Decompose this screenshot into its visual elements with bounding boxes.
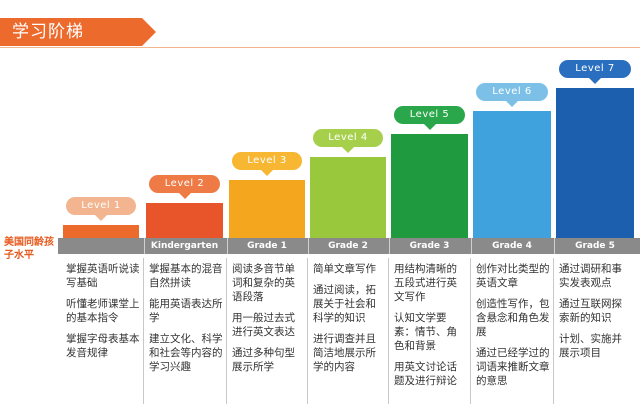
level-2-description: 掌握基本的混音自然拼读 能用英语表达所学建立文化、科学和社会等内容的学习兴趣 — [149, 262, 223, 381]
grade-label-7: Grade 5 — [575, 241, 615, 251]
level-5-item: 用英文讨论话题及进行辩论 — [394, 361, 457, 387]
column-divider — [553, 258, 554, 404]
level-7-label: Level 7 — [575, 63, 615, 74]
level-2-item: 建立文化、科学和社会等内容的学习兴趣 — [149, 333, 223, 373]
level-1-item: 听懂老师课堂上的基本指令 — [66, 298, 140, 324]
grade-label-4: Grade 2 — [328, 241, 368, 251]
badge-pointer — [95, 215, 107, 221]
column-divider — [226, 258, 227, 404]
level-7-badge: Level 7 — [559, 60, 631, 84]
column-divider — [470, 258, 471, 404]
level-4-bar — [310, 157, 386, 238]
level-4-label: Level 4 — [328, 132, 368, 143]
level-3-bar — [229, 180, 305, 238]
level-6-label: Level 6 — [492, 86, 532, 97]
level-1-label: Level 1 — [81, 200, 121, 211]
level-4-item: 通过阅读，拓展关于社会和科学的知识 — [313, 284, 376, 324]
level-1-item: 掌握字母表基本发音规律 — [66, 333, 140, 359]
level-1-item: 掌握英语听说读写基础 — [66, 263, 140, 289]
level-3-description: 阅读多音节单词和复杂的英语段落用一般过去式进行英文表达 通过多种句型展示所学 — [232, 262, 304, 381]
level-3-label: Level 3 — [247, 155, 287, 166]
level-7-item: 通过调研和事实发表观点 — [559, 263, 622, 289]
level-2-badge: Level 2 — [149, 175, 220, 199]
level-5-item: 认知文学要素：情节、角色和背景 — [394, 312, 457, 352]
level-1-description: 掌握英语听说读写基础 听懂老师课堂上的基本指令 掌握字母表基本发音规律 — [66, 262, 140, 367]
level-2-item: 掌握基本的混音自然拼读 — [149, 263, 223, 289]
level-7-bar — [556, 88, 634, 238]
level-2-item: 能用英语表达所学 — [149, 298, 223, 324]
level-6-item: 通过已经学过的词语来推断文章的意思 — [476, 347, 550, 387]
column-divider — [143, 258, 144, 404]
level-4-item: 进行调查并且简洁地展示所学的内容 — [313, 333, 376, 373]
title-underline — [0, 47, 640, 48]
grade-label-3: Grade 1 — [247, 241, 287, 251]
badge-pointer — [178, 193, 191, 199]
level-6-bar — [473, 111, 551, 238]
level-5-item: 用结构清晰的五段式进行英文写作 — [394, 263, 457, 303]
level-3-item: 用一般过去式进行英文表达 — [232, 312, 295, 338]
level-2-label: Level 2 — [164, 178, 205, 189]
badge-pointer — [423, 124, 436, 130]
level-7-item: 计划、实施并展示项目 — [559, 333, 622, 359]
level-7-item: 通过互联网探索新的知识 — [559, 298, 622, 324]
grade-strip — [58, 238, 640, 254]
level-6-badge: Level 6 — [476, 83, 548, 107]
section-title-banner: 学习阶梯 — [0, 18, 156, 46]
badge-pointer — [261, 170, 273, 176]
level-3-badge: Level 3 — [232, 152, 302, 176]
level-6-item: 创造性写作，包含悬念和角色发展 — [476, 298, 550, 338]
grade-label-2: Kindergarten — [150, 241, 219, 251]
grade-separator — [308, 238, 309, 254]
level-5-badge: Level 5 — [394, 106, 465, 130]
level-3-item: 阅读多音节单词和复杂的英语段落 — [232, 263, 295, 303]
level-5-label: Level 5 — [409, 109, 450, 120]
level-4-item: 简单文章写作 — [313, 263, 376, 275]
column-divider — [388, 258, 389, 404]
grade-label-6: Grade 4 — [492, 241, 532, 251]
grade-separator — [227, 238, 228, 254]
level-5-description: 用结构清晰的五段式进行英文写作 认知文学要素：情节、角色和背景用英文讨论话题及进行… — [394, 262, 466, 395]
level-3-item: 通过多种句型展示所学 — [232, 347, 295, 373]
level-1-bar — [63, 225, 139, 238]
level-7-description: 通过调研和事实发表观点 通过互联网探索新的知识 计划、实施并展示项目 — [559, 262, 631, 367]
level-5-bar — [391, 134, 468, 238]
badge-pointer — [589, 78, 601, 84]
grade-separator — [471, 238, 472, 254]
grade-label-5: Grade 3 — [409, 241, 450, 251]
level-4-description: 简单文章写作通过阅读，拓展关于社会和科学的知识 进行调查并且简洁地展示所学的内容 — [313, 262, 385, 381]
grade-separator — [389, 238, 390, 254]
column-divider — [307, 258, 308, 404]
grade-separator — [144, 238, 145, 254]
section-title: 学习阶梯 — [12, 22, 84, 42]
badge-pointer — [506, 101, 518, 107]
level-6-item: 创作对比类型的英语文章 — [476, 263, 550, 289]
level-2-bar — [146, 203, 223, 238]
level-1-badge: Level 1 — [66, 197, 136, 221]
level-6-description: 创作对比类型的英语文章创造性写作，包含悬念和角色发展 通过已经学过的词语来推断文章… — [476, 262, 550, 395]
grade-separator — [554, 238, 555, 254]
badge-pointer — [342, 147, 354, 153]
age-level-label: 美国同龄孩子水平 — [4, 237, 54, 261]
level-4-badge: Level 4 — [313, 129, 383, 153]
